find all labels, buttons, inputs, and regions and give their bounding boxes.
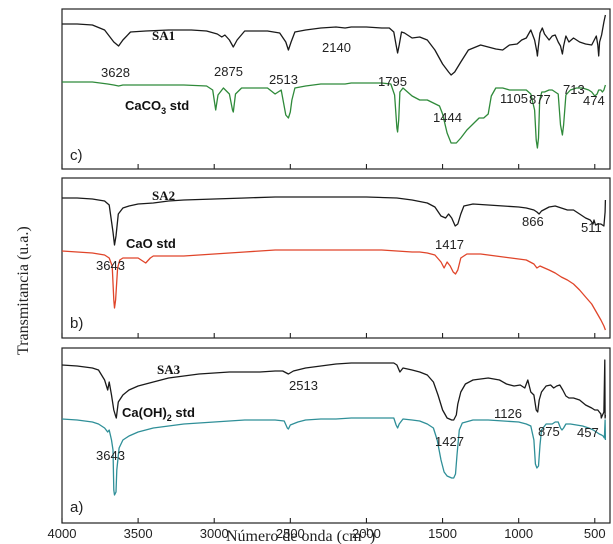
peak-label: 877 [529, 92, 551, 107]
x-tick-label: 500 [584, 526, 606, 541]
x-axis: 4000 3500 3000 2500 2000 1500 1000 500 [48, 164, 606, 541]
series-name-caoh2-std: Ca(OH)2 std [122, 405, 195, 423]
panel-label-c: c) [70, 147, 83, 164]
peak-label: 2513 [269, 72, 298, 87]
peak-label: 474 [583, 93, 605, 108]
peak-label: 511 [581, 220, 602, 235]
x-tick-label: 3500 [124, 526, 153, 541]
panel-b-frame [61, 177, 611, 339]
spectra-layer [61, 14, 607, 496]
x-axis-label: Número de onda (cm-1) [226, 527, 375, 544]
peak-label: 2513 [289, 378, 318, 393]
peak-label: 457 [577, 425, 599, 440]
peak-label: 1105 [500, 91, 528, 106]
peak-label: 2140 [322, 40, 351, 55]
x-tick-label: 2000 [352, 526, 381, 541]
x-tick-label: 1000 [504, 526, 533, 541]
peak-label: 1126 [494, 406, 522, 421]
peak-label: 866 [522, 214, 544, 229]
series-name-SA2: SA2 [152, 188, 175, 203]
x-tick-label: 2500 [276, 526, 305, 541]
spectrum-line-ca-oh-2-std [61, 417, 607, 496]
series-name-SA1: SA1 [152, 28, 175, 43]
spectrum-line-sa3 [61, 359, 607, 421]
panel-c-frame [61, 8, 611, 170]
panel-a-frame [61, 347, 611, 524]
peak-label: 2875 [214, 64, 243, 79]
peak-label: 1427 [435, 434, 464, 449]
peak-label: 1444 [433, 110, 462, 125]
x-tick-label: 4000 [48, 526, 77, 541]
peak-label: 1417 [435, 237, 464, 252]
x-tick-label: 1500 [428, 526, 457, 541]
peak-label: 713 [563, 82, 585, 97]
series-name-cao-std: CaO std [126, 236, 176, 251]
peak-label: 1795 [378, 74, 407, 89]
spectrum-line-sa1 [62, 14, 607, 76]
peak-label: 3643 [96, 258, 125, 273]
x-tick-label: 3000 [200, 526, 229, 541]
peak-label: 3643 [96, 448, 125, 463]
spectrum-line-sa2 [62, 196, 607, 246]
series-name-SA3: SA3 [157, 362, 181, 377]
spectrum-line-caco3-std [62, 81, 607, 149]
peak-label: 3628 [101, 65, 130, 80]
spectrum-line-cao-std [61, 249, 607, 331]
series-name-caco3-std: CaCO3 std [125, 98, 189, 116]
panel-label-a: a) [70, 499, 83, 516]
y-axis-label: Transmitancia (u.a.) [15, 226, 32, 355]
panel-label-b: b) [70, 315, 83, 332]
peak-label: 875 [538, 424, 560, 439]
